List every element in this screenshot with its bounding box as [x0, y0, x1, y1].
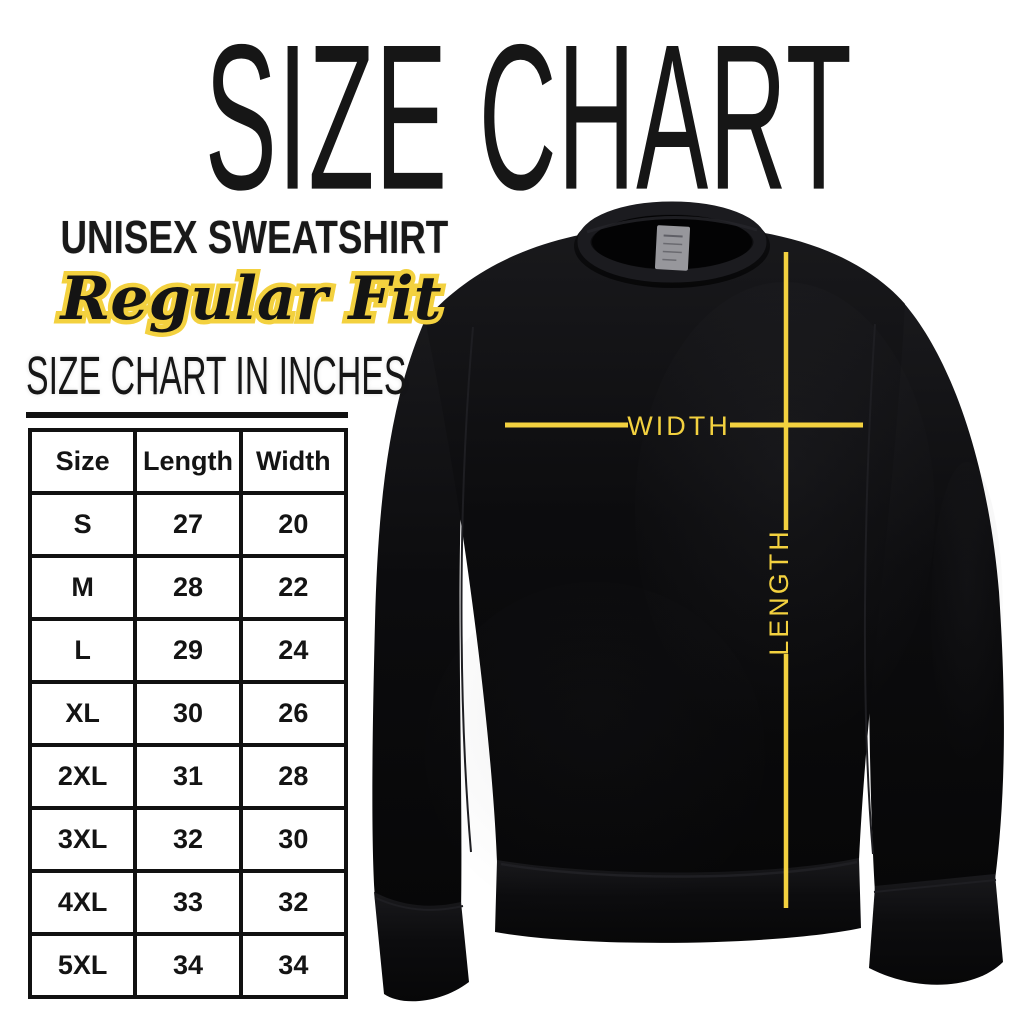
width-cell: 26	[238, 680, 349, 747]
length-cell: 29	[133, 617, 243, 684]
table-row: S 27 20	[27, 491, 349, 558]
length-cell: 28	[133, 554, 243, 621]
heading-underline	[26, 412, 348, 418]
size-cell: L	[27, 617, 138, 684]
size-cell: XL	[27, 680, 138, 747]
right-cuff-seam	[873, 879, 997, 893]
size-cell: 2XL	[27, 743, 138, 810]
size-chart-heading: SIZE CHART IN INCHES	[26, 344, 407, 406]
column-header-size: Size	[27, 428, 138, 495]
size-cell: 3XL	[27, 806, 138, 873]
left-armhole-seam	[460, 326, 474, 853]
sweatshirt-photo: WIDTH LENGTH	[372, 201, 1004, 1002]
table-row: 2XL 31 28	[27, 743, 349, 810]
product-header: UNISEX SWEATSHIRT Regular Fit	[12, 210, 490, 332]
table-row: XL 30 26	[27, 680, 349, 747]
width-label: WIDTH	[627, 411, 730, 441]
length-cell: 27	[133, 491, 243, 558]
length-cell: 32	[133, 806, 243, 873]
length-cell: 30	[133, 680, 243, 747]
page-title: SIZE CHART	[40, 13, 1018, 220]
width-cell: 24	[238, 617, 349, 684]
size-table: Size Length Width S 27 20 M 28 22 L 29 2…	[27, 428, 349, 999]
fit-line: Regular Fit	[12, 266, 490, 332]
width-cell: 20	[238, 491, 349, 558]
fabric-sheen	[425, 582, 765, 922]
right-cuff	[869, 874, 1003, 985]
column-header-width: Width	[238, 428, 349, 495]
page-title-text: SIZE CHART	[205, 1, 853, 233]
size-cell: 5XL	[27, 932, 138, 999]
table-row: 3XL 32 30	[27, 806, 349, 873]
width-cell: 22	[238, 554, 349, 621]
length-cell: 33	[133, 869, 243, 936]
brand-tag	[654, 225, 691, 271]
left-cuff	[374, 892, 469, 1002]
left-cuff-seam	[375, 897, 464, 911]
fit-label: Regular Fit	[61, 266, 442, 332]
collar-band	[577, 201, 767, 283]
product-name: UNISEX SWEATSHIRT	[60, 211, 449, 263]
width-cell: 32	[238, 869, 349, 936]
table-row: 5XL 34 34	[27, 932, 349, 999]
width-cell: 28	[238, 743, 349, 810]
table-header-row: Size Length Width	[27, 428, 349, 495]
width-cell: 34	[238, 932, 349, 999]
length-cell: 34	[133, 932, 243, 999]
fabric-sheen	[931, 462, 1003, 762]
left-sleeve	[372, 311, 505, 912]
size-cell: M	[27, 554, 138, 621]
size-chart-heading-block: SIZE CHART IN INCHES	[26, 348, 554, 418]
table-row: 4XL 33 32	[27, 869, 349, 936]
table-row: M 28 22	[27, 554, 349, 621]
column-header-length: Length	[133, 428, 243, 495]
size-cell: S	[27, 491, 138, 558]
right-armhole-seam	[863, 323, 876, 855]
length-cell: 31	[133, 743, 243, 810]
size-cell: 4XL	[27, 869, 138, 936]
length-label: LENGTH	[764, 528, 794, 656]
measurement-overlay: WIDTH LENGTH	[505, 252, 863, 908]
table-row: L 29 24	[27, 617, 349, 684]
collar-highlight	[586, 216, 758, 234]
width-cell: 30	[238, 806, 349, 873]
